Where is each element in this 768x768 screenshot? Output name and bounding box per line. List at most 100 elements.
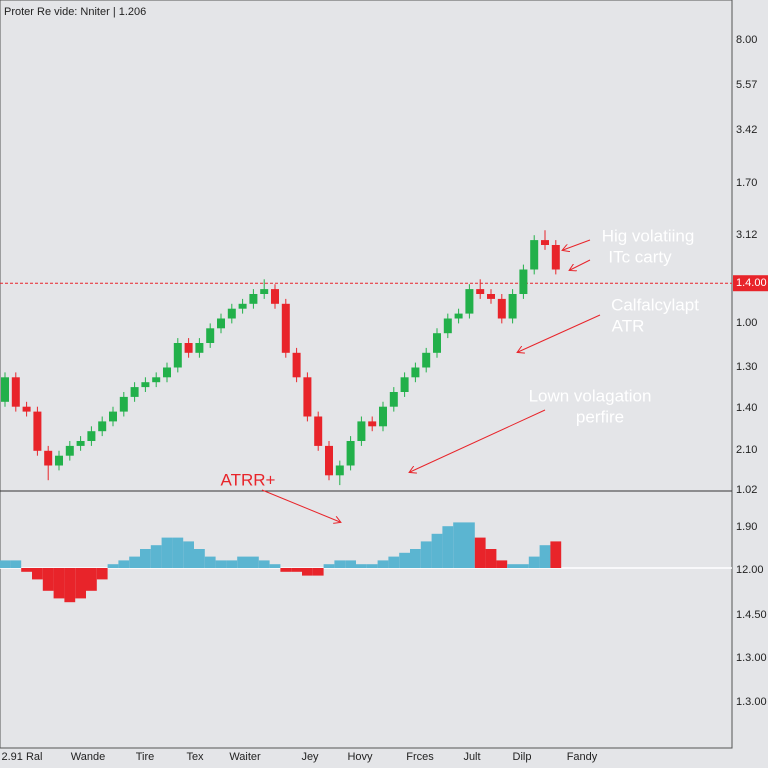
- candle-body: [346, 441, 355, 466]
- annotation: Calfalcylapt: [611, 295, 699, 314]
- x-label: Wande: [71, 751, 105, 763]
- candle-body: [433, 333, 441, 353]
- candle-body: [260, 289, 269, 294]
- candle-body: [357, 421, 366, 441]
- x-label: Dilp: [513, 751, 532, 763]
- indicator-bar: [464, 522, 475, 568]
- candle-body: [184, 343, 193, 353]
- indicator-bar: [388, 556, 400, 568]
- candle-body: [44, 450, 53, 466]
- candle-body: [206, 328, 215, 343]
- candle-body: [422, 352, 431, 368]
- indicator-bar: [420, 541, 432, 568]
- x-label: Waiter: [229, 751, 261, 763]
- indicator-bar: [431, 533, 443, 568]
- candle-body: [281, 303, 290, 353]
- indicator-bar: [215, 560, 227, 568]
- annotation: ITc carty: [608, 247, 672, 266]
- indicator-label: 1.3.00: [736, 696, 767, 708]
- indicator-bar: [518, 564, 529, 568]
- candle-body: [98, 421, 107, 432]
- price-label: 8.00: [736, 34, 757, 46]
- indicator-bar: [42, 568, 54, 591]
- candle-body: [368, 421, 377, 427]
- indicator-bar: [248, 556, 259, 568]
- candle-body: [325, 445, 333, 476]
- candle-body: [443, 318, 452, 334]
- candle-body: [400, 377, 409, 392]
- indicator-bar: [204, 556, 216, 568]
- indicator-bar: [269, 564, 281, 568]
- candle-body: [173, 343, 182, 368]
- price-label: 3.42: [736, 124, 757, 136]
- candle-body: [65, 445, 74, 456]
- candle-body: [1, 377, 9, 402]
- candle-body: [55, 455, 63, 466]
- indicator-bar: [32, 568, 43, 580]
- indicator-bar: [258, 560, 270, 568]
- price-label: 3.12: [736, 229, 757, 241]
- indicator-bar: [129, 556, 140, 568]
- indicator-bar: [291, 568, 302, 572]
- indicator-bar: [237, 556, 248, 568]
- indicator-bar: [356, 564, 367, 568]
- plot-frame: [0, 0, 733, 749]
- reference-tag: [733, 275, 768, 292]
- candle-body: [497, 298, 506, 319]
- x-label: Jey: [301, 751, 319, 763]
- candle-body: [227, 308, 236, 319]
- indicator-bar: [280, 568, 292, 572]
- indicator-bar: [75, 568, 86, 599]
- x-label: 2.91 Ral: [2, 751, 43, 763]
- indicator-bar: [539, 545, 551, 568]
- indicator-bar: [183, 541, 194, 568]
- indicator-label: 1.90: [736, 521, 757, 533]
- candle-body: [87, 431, 96, 441]
- indicator-bar: [323, 564, 335, 568]
- price-label: 1.40: [736, 402, 757, 414]
- x-label: Tire: [136, 751, 155, 763]
- candle-body: [141, 382, 150, 388]
- candle-body: [238, 303, 247, 309]
- indicator-label: 12.00: [736, 564, 764, 576]
- price-label: 1.70: [736, 177, 757, 189]
- annotation: Hig volatiing: [602, 226, 695, 245]
- indicator-bar: [107, 564, 119, 568]
- indicator-bar: [10, 560, 22, 568]
- candle-body: [11, 377, 20, 407]
- indicator-bar: [118, 560, 130, 568]
- indicator-bar: [194, 549, 205, 568]
- candle-body: [109, 411, 117, 422]
- candle-body: [33, 411, 42, 451]
- indicator-bar: [64, 568, 76, 603]
- candle-body: [530, 240, 539, 270]
- annotation-arrows: [261, 239, 601, 522]
- annotation: ATRR+: [221, 470, 276, 489]
- x-label: Jult: [463, 751, 480, 763]
- indicator-bar: [528, 556, 540, 568]
- indicator-bar: [410, 549, 421, 568]
- x-label: Hovy: [347, 751, 373, 763]
- indicator-bar: [366, 564, 378, 568]
- candle-body: [476, 289, 485, 294]
- x-label: Fandy: [567, 751, 598, 763]
- indicator-bar: [345, 560, 356, 568]
- candle-body: [292, 352, 301, 378]
- indicator-bar: [507, 564, 518, 568]
- indicator-bar: [53, 568, 65, 599]
- indicator-bar: [226, 560, 238, 568]
- candle-body: [487, 294, 495, 299]
- candle-body: [454, 313, 463, 319]
- indicator-bar: [21, 568, 32, 572]
- indicator-bar: [302, 568, 313, 576]
- indicator-bar: [150, 545, 162, 568]
- candle-body: [119, 396, 128, 412]
- price-label: 1.00: [736, 317, 757, 329]
- candle-body: [217, 318, 225, 329]
- price-label: 5.57: [736, 79, 757, 91]
- price-label: 1.02: [736, 484, 757, 496]
- indicator-bar: [0, 560, 11, 568]
- candle-body: [303, 377, 312, 417]
- price-label: 1.30: [736, 361, 757, 373]
